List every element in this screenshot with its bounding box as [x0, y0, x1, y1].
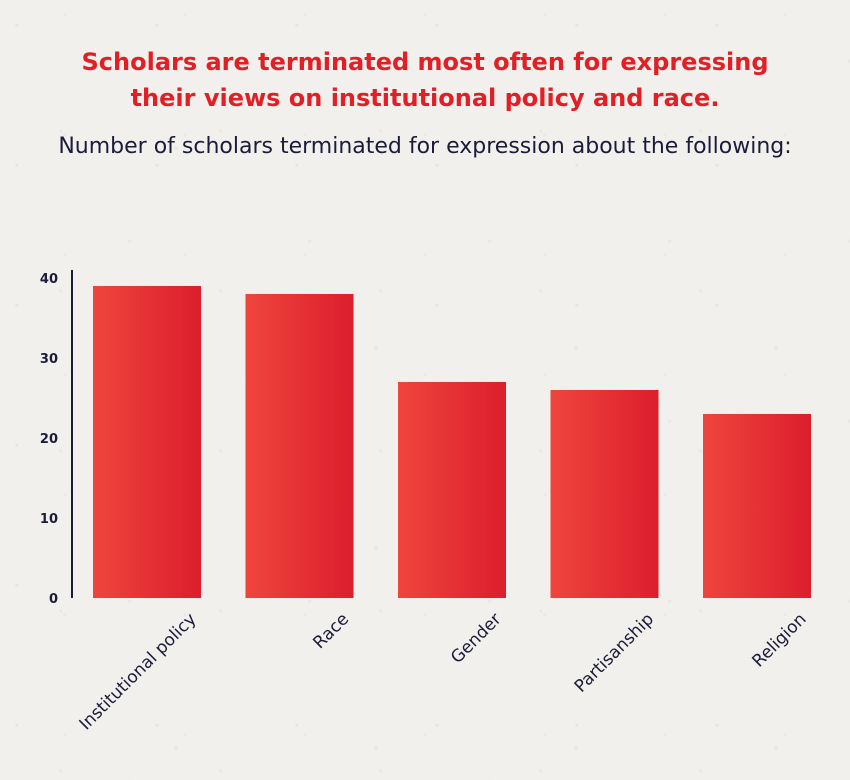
chart-title: Scholars are terminated most often for e…	[0, 44, 850, 116]
bar-race	[245, 294, 354, 598]
x-tick-label: Religion	[749, 609, 811, 671]
x-tick-label: Gender	[447, 609, 505, 667]
x-tick-label: Institutional policy	[76, 609, 201, 734]
y-tick-label: 20	[40, 432, 58, 447]
y-axis-ticks: 0 10 20 30 40	[40, 272, 58, 607]
y-tick-label: 30	[40, 352, 58, 367]
bar-gender	[398, 382, 506, 598]
chart-title-line-1: Scholars are terminated most often for e…	[81, 48, 769, 76]
x-tick-label: Partisanship	[571, 609, 658, 696]
bars-group	[93, 286, 811, 598]
x-tick-label: Race	[309, 609, 353, 653]
y-tick-label: 0	[49, 592, 58, 607]
y-tick-label: 40	[40, 272, 58, 287]
bar-partisanship	[550, 390, 659, 598]
x-axis-labels: Institutional policy Race Gender Partisansh…	[76, 609, 811, 734]
chart-title-line-2: their views on institutional policy and …	[130, 84, 720, 112]
bar-religion	[703, 414, 811, 598]
y-tick-label: 10	[40, 512, 58, 527]
bar-institutional-policy	[93, 286, 201, 598]
chart-subtitle: Number of scholars terminated for expres…	[58, 134, 792, 159]
